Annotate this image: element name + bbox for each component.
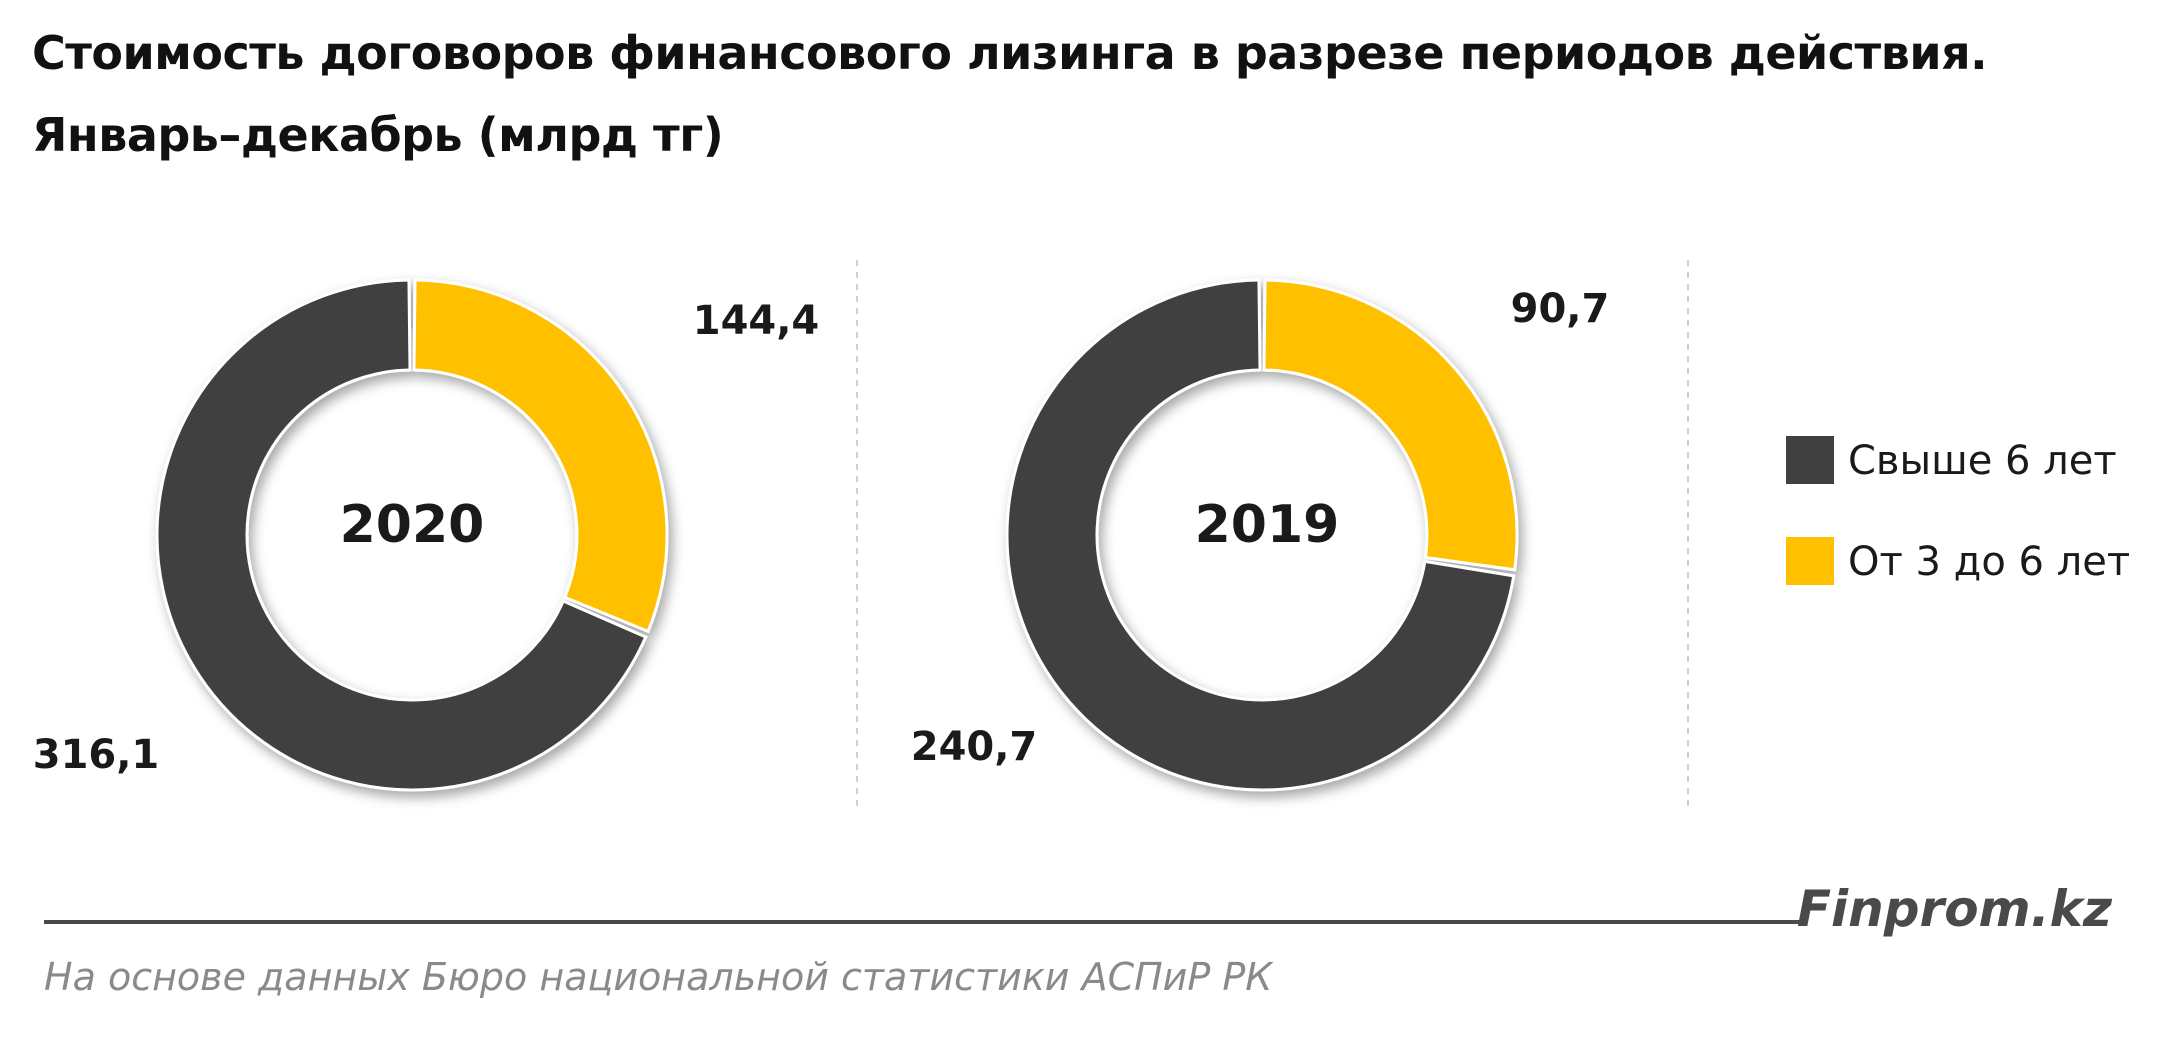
donut-chart-2019: 2019 90,7 240,7 — [911, 278, 1610, 792]
data-label-2020-svyshe-6: 316,1 — [33, 732, 160, 778]
legend-swatch-svyshe-6 — [1786, 436, 1834, 484]
chart-title: Стоимость договоров финансового лизинга … — [32, 12, 2132, 176]
donut-center-label-2020: 2020 — [340, 495, 485, 555]
footer-divider — [44, 920, 1804, 924]
chart-legend: Свыше 6 лет От 3 до 6 лет — [1786, 436, 2130, 585]
data-label-2019-svyshe-6: 240,7 — [911, 724, 1038, 770]
donut-slice-2020-ot-3-do-6 — [412, 278, 669, 634]
chart-title-line-2: Январь–декабрь (млрд тг) — [32, 108, 724, 162]
legend-label-svyshe-6: Свыше 6 лет — [1848, 438, 2117, 484]
data-label-2019-ot-3-do-6: 90,7 — [1511, 286, 1610, 332]
donut-center-label-2019: 2019 — [1195, 495, 1340, 555]
donut-chart-2020: 2020 144,4 316,1 — [33, 278, 820, 792]
data-source-note: На основе данных Бюро национальной стати… — [44, 955, 1273, 999]
donut-slice-2020-svyshe-6 — [155, 278, 648, 792]
legend-swatch-ot-3-do-6 — [1786, 537, 1834, 585]
brand-name: Finprom.kz — [1796, 880, 2112, 938]
donut-slice-2019-ot-3-do-6 — [1262, 278, 1519, 572]
legend-label-ot-3-do-6: От 3 до 6 лет — [1848, 539, 2130, 585]
chart-title-line-1: Стоимость договоров финансового лизинга … — [32, 26, 1988, 80]
donut-slice-2019-svyshe-6 — [1005, 278, 1516, 792]
data-label-2020-ot-3-do-6: 144,4 — [693, 298, 820, 344]
